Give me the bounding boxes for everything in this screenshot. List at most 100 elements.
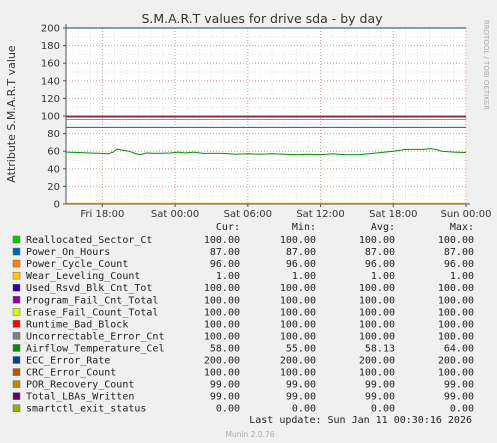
- legend-swatch: [12, 235, 21, 244]
- legend-swatch: [12, 296, 21, 304]
- y-tick-label: 180: [41, 41, 60, 52]
- legend-value: 99.00: [365, 392, 395, 403]
- legend-value: 99.00: [286, 380, 316, 391]
- legend-value: 99.00: [210, 392, 240, 403]
- legend-value: 0.00: [450, 404, 474, 415]
- legend-value: 100.00: [280, 307, 316, 318]
- legend-value: 1.00: [450, 271, 474, 282]
- legend-value: 100.00: [438, 368, 474, 379]
- legend-swatch: [12, 247, 21, 256]
- table-header: Avg:: [371, 222, 395, 233]
- legend-value: 96.00: [365, 259, 395, 270]
- legend-value: 100.00: [280, 235, 316, 246]
- legend-value: 96.00: [444, 259, 474, 270]
- legend-swatch: [12, 368, 21, 376]
- table-header: Min:: [292, 222, 316, 233]
- legend-label: ECC_Error_Rate: [26, 356, 110, 367]
- legend-value: 200.00: [204, 356, 240, 367]
- legend-value: 200.00: [280, 356, 316, 367]
- legend-value: 87.00: [210, 247, 240, 258]
- axis-layer: 0 20 40 60 80 100 120 140 160 180 200 Fri 18:00 Sat …: [41, 24, 492, 221]
- legend-value: 99.00: [365, 380, 395, 391]
- legend-value: 100.00: [280, 319, 316, 330]
- legend-swatch: [12, 332, 21, 340]
- y-tick-label: 120: [41, 94, 60, 105]
- y-tick-label: 200: [41, 24, 60, 35]
- legend-value: 100.00: [204, 331, 240, 342]
- legend-value: 100.00: [438, 319, 474, 330]
- legend-value: 100.00: [280, 283, 316, 294]
- legend-swatch: [12, 344, 21, 352]
- legend-label: Total_LBAs_Written: [26, 392, 134, 403]
- legend-value: 100.00: [280, 368, 316, 379]
- legend-value: 99.00: [444, 380, 474, 391]
- legend-label: Program_Fail_Cnt_Total: [26, 295, 158, 306]
- legend-value: 100.00: [359, 331, 395, 342]
- legend-value: 100.00: [438, 295, 474, 306]
- y-tick-label: 100: [41, 112, 60, 123]
- legend-value: 1.00: [292, 271, 316, 282]
- legend-value: 0.00: [216, 404, 240, 415]
- legend-value: 100.00: [359, 295, 395, 306]
- legend-value: 100.00: [204, 283, 240, 294]
- legend-label: Runtime_Bad_Block: [26, 319, 128, 330]
- legend-swatch: [12, 308, 21, 316]
- legend-label: Erase_Fail_Count_Total: [26, 307, 158, 318]
- y-tick-label: 140: [41, 76, 60, 87]
- legend-label: Airflow_Temperature_Cel: [26, 343, 164, 354]
- legend-value: 87.00: [286, 247, 316, 258]
- legend-value: 100.00: [359, 235, 395, 246]
- legend-label: Power_On_Hours: [26, 247, 110, 258]
- legend-value: 200.00: [359, 356, 395, 367]
- legend-label: Used_Rsvd_Blk_Cnt_Tot: [26, 283, 152, 294]
- legend-value: 64.00: [444, 343, 474, 354]
- legend-value: 100.00: [204, 368, 240, 379]
- munin-version: Munin 2.0.76: [225, 430, 274, 439]
- legend-swatch: [12, 404, 21, 412]
- legend-value: 100.00: [359, 283, 395, 294]
- table-header: Max:: [450, 222, 474, 233]
- legend-value: 87.00: [444, 247, 474, 258]
- x-tick-label: Sun 00:00: [440, 209, 491, 220]
- legend-value: 96.00: [286, 259, 316, 270]
- legend-swatch: [12, 392, 21, 400]
- legend-value: 58.13: [365, 343, 395, 354]
- legend-value: 200.00: [438, 356, 474, 367]
- legend-label: POR_Recovery_Count: [26, 380, 134, 391]
- y-tick-label: 0: [54, 200, 60, 211]
- series-line: [65, 148, 467, 156]
- legend-value: 100.00: [438, 235, 474, 246]
- legend-value: 100.00: [438, 307, 474, 318]
- legend-value: 58.00: [210, 343, 240, 354]
- legend-value: 100.00: [204, 295, 240, 306]
- legend-value: 0.00: [371, 404, 395, 415]
- y-tick-label: 80: [47, 129, 60, 140]
- legend-value: 1.00: [371, 271, 395, 282]
- legend-value: 55.00: [286, 343, 316, 354]
- legend-value: 100.00: [204, 235, 240, 246]
- legend-label: Wear_Leveling_Count: [26, 271, 140, 282]
- x-tick-label: Sat 18:00: [369, 209, 417, 220]
- y-tick-label: 160: [41, 59, 60, 70]
- legend-value: 100.00: [359, 368, 395, 379]
- legend-value: 99.00: [286, 392, 316, 403]
- legend-value: 100.00: [359, 319, 395, 330]
- legend-value: 96.00: [210, 259, 240, 270]
- legend-value: 100.00: [204, 307, 240, 318]
- legend-value: 1.00: [216, 271, 240, 282]
- legend-value: 100.00: [280, 331, 316, 342]
- legend-label: Uncorrectable_Error_Cnt: [26, 331, 164, 342]
- legend-label: CRC_Error_Count: [26, 368, 116, 379]
- legend-value: 100.00: [438, 331, 474, 342]
- x-tick-label: Sat 00:00: [151, 209, 199, 220]
- legend-swatch: [12, 320, 21, 328]
- x-tick-label: Fri 18:00: [80, 209, 124, 220]
- legend-value: 99.00: [210, 380, 240, 391]
- legend-swatch: [12, 380, 21, 388]
- legend-value: 0.00: [292, 404, 316, 415]
- legend-label: Reallocated_Sector_Ct: [26, 235, 152, 246]
- series-layer: [65, 27, 467, 205]
- legend-swatch: [12, 259, 21, 268]
- legend-value: 99.00: [444, 392, 474, 403]
